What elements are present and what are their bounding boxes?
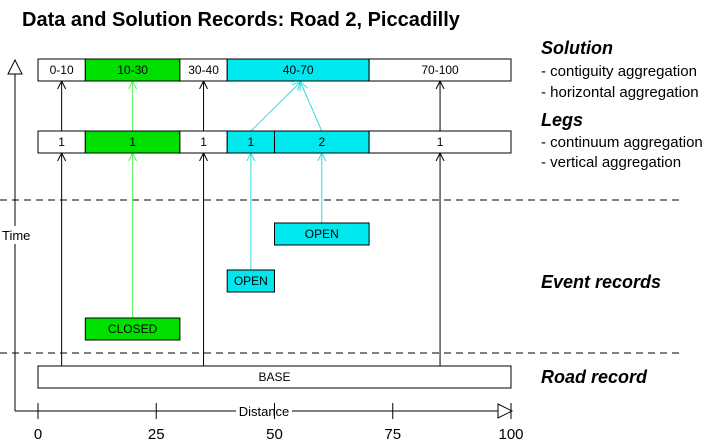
- event-record-box: [274, 222, 370, 246]
- legs-to-solution-cyan-arrow: [301, 82, 323, 132]
- solution-heading: Solution: [541, 38, 613, 58]
- event-records-heading: Event records: [541, 272, 661, 292]
- legs-item-vertical: - vertical aggregation: [541, 154, 681, 171]
- solution-item-contiguity: - contiguity aggregation: [541, 63, 697, 80]
- road-record-box: [37, 365, 512, 389]
- solution-segment-label: 40-70: [283, 63, 314, 77]
- time-axis-arrowhead: [7, 58, 23, 75]
- solution-item-horizontal: - horizontal aggregation: [541, 84, 699, 101]
- distance-axis: Distance 0 25 50 75 100: [15, 403, 524, 443]
- solution-segment-label: 0-10: [50, 63, 74, 77]
- event-record-box: [226, 269, 275, 293]
- event-record-label: OPEN: [305, 227, 339, 241]
- legs-segment-label: 1: [437, 135, 444, 149]
- distance-tick-label: 75: [384, 426, 401, 443]
- distance-tick-label: 0: [34, 426, 42, 443]
- distance-axis-arrowhead: [497, 403, 514, 419]
- road-record-label: BASE: [258, 370, 290, 384]
- distance-tick-label: 50: [266, 426, 283, 443]
- legs-segment-label: 1: [129, 135, 136, 149]
- page-title: Data and Solution Records: Road 2, Picca…: [22, 9, 461, 31]
- legs-segment-label: 1: [58, 135, 65, 149]
- legs-to-solution-cyan-arrow: [250, 82, 301, 132]
- distance-tick-label: 25: [148, 426, 165, 443]
- solution-segment-label: 30-40: [188, 63, 219, 77]
- event-record-label: OPEN: [234, 274, 268, 288]
- event-record-label: CLOSED: [108, 322, 158, 336]
- distance-tick-label: 100: [498, 426, 523, 443]
- solution-segment-label: 70-100: [421, 63, 459, 77]
- solution-segment-label: 10-30: [117, 63, 148, 77]
- legs-segment: [368, 130, 512, 154]
- legs-segment-label: 2: [318, 135, 325, 149]
- time-axis: Time: [0, 58, 36, 411]
- event-record-box: [84, 317, 181, 341]
- time-axis-label: Time: [2, 228, 30, 243]
- legs-segment-label: 1: [200, 135, 207, 149]
- solution-segment: [368, 58, 512, 82]
- legs-item-continuum: - continuum aggregation: [541, 134, 703, 151]
- distance-axis-label: Distance: [239, 404, 290, 419]
- legs-segment-label: 1: [248, 135, 255, 149]
- legs-heading: Legs: [541, 110, 583, 130]
- road-record-heading: Road record: [541, 367, 648, 387]
